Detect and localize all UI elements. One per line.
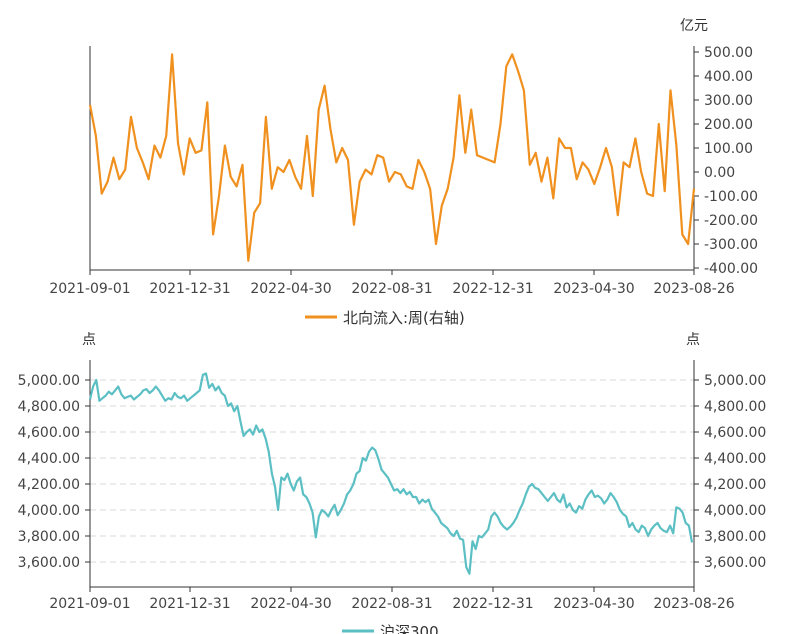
top-y-tick-label: 400.00 [704,69,753,85]
bottom-y-ticks: 5,000.00 5,000.00 4,800.00 4,800.00 4,600.00… [18,373,767,571]
top-legend: 北向流入:周(右轴) [305,309,465,327]
top-x-tick-label: 2021-09-01 [49,281,130,297]
bottom-x-tick-label: 2022-08-31 [351,596,432,612]
top-y-tick-label: -400.00 [704,261,758,277]
bottom-legend-label: 沪深300 [380,623,439,634]
bottom-x-ticks: 2021-09-01 2021-12-31 2022-04-30 2022-08-31… [49,587,735,612]
bottom-x-tick-label: 2023-04-30 [553,596,634,612]
bottom-right-axis-unit: 点 [686,332,700,348]
bottom-x-tick-label: 2022-04-30 [250,596,331,612]
bottom-right-y-tick-label: 3,600.00 [704,555,766,571]
top-y-tick-label: 300.00 [704,93,753,109]
top-x-tick-label: 2022-04-30 [250,281,331,297]
bottom-right-y-tick-label: 4,200.00 [704,477,766,493]
top-y-tick-label: -200.00 [704,213,758,229]
top-y-tick-label: -100.00 [704,189,758,205]
bottom-right-y-tick-label: 4,000.00 [704,503,766,519]
top-y-tick-label: 0.00 [704,165,735,181]
top-y-tick-label: 200.00 [704,117,753,133]
top-x-ticks: 2021-09-01 2021-12-31 2022-04-30 2022-08-31… [49,270,735,297]
bottom-left-y-tick-label: 4,600.00 [18,425,80,441]
top-x-tick-label: 2022-12-31 [452,281,533,297]
bottom-right-y-tick-label: 4,800.00 [704,399,766,415]
bottom-right-y-tick-label: 3,800.00 [704,529,766,545]
bottom-right-y-tick-label: 4,400.00 [704,451,766,467]
hs300-chart: 点 点 5,000.00 5,000.00 4,800.00 4,800.00 4,60… [18,332,767,634]
top-x-tick-label: 2022-08-31 [351,281,432,297]
bottom-x-tick-label: 2021-09-01 [49,596,130,612]
bottom-left-y-tick-label: 5,000.00 [18,373,80,389]
bottom-x-tick-label: 2021-12-31 [149,596,230,612]
bottom-x-tick-label: 2022-12-31 [452,596,533,612]
bottom-left-axis-unit: 点 [82,332,96,348]
top-legend-label: 北向流入:周(右轴) [343,309,465,327]
bottom-gridlines [90,379,694,563]
bottom-legend: 沪深300 [342,623,439,634]
top-x-tick-label: 2023-04-30 [553,281,634,297]
bottom-left-y-tick-label: 4,800.00 [18,399,80,415]
bottom-left-y-tick-label: 4,200.00 [18,477,80,493]
bottom-left-y-tick-label: 4,400.00 [18,451,80,467]
top-x-tick-label: 2021-12-31 [149,281,230,297]
bottom-left-y-tick-label: 3,800.00 [18,529,80,545]
bottom-right-y-tick-label: 5,000.00 [704,373,766,389]
top-x-tick-label: 2023-08-26 [653,281,734,297]
bottom-left-y-tick-label: 3,600.00 [18,555,80,571]
north-inflow-chart: 亿元 500.00 400.00 300.00 200.00 100.00 0.00 -10… [49,18,758,327]
top-right-axis-unit: 亿元 [680,18,708,34]
top-right-y-ticks: 500.00 400.00 300.00 200.00 100.00 0.00 -100.0… [694,45,758,277]
top-y-tick-label: 500.00 [704,45,753,61]
top-y-tick-label: -300.00 [704,237,758,253]
bottom-right-y-tick-label: 4,600.00 [704,425,766,441]
hs300-series-line [88,372,694,575]
north-inflow-series-line [88,53,696,262]
bottom-left-y-tick-label: 4,000.00 [18,503,80,519]
top-y-tick-label: 100.00 [704,141,753,157]
bottom-x-tick-label: 2023-08-26 [653,596,734,612]
